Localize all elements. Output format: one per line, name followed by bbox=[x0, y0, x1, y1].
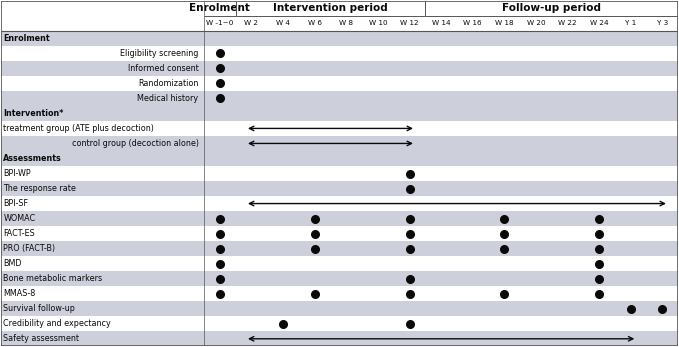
Text: W -1~0: W -1~0 bbox=[206, 20, 234, 26]
Bar bbox=[1, 316, 678, 331]
Text: Randomization: Randomization bbox=[139, 79, 198, 88]
Text: Bone metabolic markers: Bone metabolic markers bbox=[3, 274, 103, 283]
Bar bbox=[1, 181, 678, 196]
Bar bbox=[1, 136, 678, 151]
Text: MMAS-8: MMAS-8 bbox=[3, 289, 36, 298]
Text: W 8: W 8 bbox=[340, 20, 353, 26]
Text: W 16: W 16 bbox=[464, 20, 482, 26]
Text: control group (decoction alone): control group (decoction alone) bbox=[71, 139, 198, 148]
Text: W 14: W 14 bbox=[432, 20, 450, 26]
Text: W 10: W 10 bbox=[369, 20, 387, 26]
Text: W 24: W 24 bbox=[590, 20, 608, 26]
Bar bbox=[1, 211, 678, 226]
Text: W 6: W 6 bbox=[308, 20, 322, 26]
Text: WOMAC: WOMAC bbox=[3, 214, 35, 223]
Bar bbox=[1, 286, 678, 301]
Bar bbox=[1, 76, 678, 91]
Text: W 12: W 12 bbox=[400, 20, 419, 26]
Bar bbox=[1, 91, 678, 106]
Bar bbox=[1, 241, 678, 256]
Text: W 2: W 2 bbox=[244, 20, 259, 26]
Text: Intervention period: Intervention period bbox=[273, 3, 388, 13]
Text: PRO (FACT-B): PRO (FACT-B) bbox=[3, 244, 56, 253]
Text: Enrolment: Enrolment bbox=[189, 3, 251, 13]
Text: W 18: W 18 bbox=[495, 20, 514, 26]
Text: Enrolment: Enrolment bbox=[3, 34, 50, 43]
Bar bbox=[1, 271, 678, 286]
Text: Eligibility screening: Eligibility screening bbox=[120, 49, 198, 58]
Bar bbox=[1, 31, 678, 46]
Text: FACT-ES: FACT-ES bbox=[3, 229, 35, 238]
Text: W 20: W 20 bbox=[527, 20, 545, 26]
Text: Assessments: Assessments bbox=[3, 154, 62, 163]
Text: Informed consent: Informed consent bbox=[128, 64, 198, 73]
Text: Medical history: Medical history bbox=[137, 94, 198, 103]
Text: BPI-WP: BPI-WP bbox=[3, 169, 31, 178]
Text: Safety assessment: Safety assessment bbox=[3, 334, 79, 343]
Text: treatment group (ATE plus decoction): treatment group (ATE plus decoction) bbox=[3, 124, 154, 133]
Bar bbox=[1, 301, 678, 316]
Text: BPI-SF: BPI-SF bbox=[3, 199, 29, 208]
Text: Follow-up period: Follow-up period bbox=[502, 3, 602, 13]
Bar bbox=[1, 106, 678, 121]
Bar bbox=[1, 121, 678, 136]
Bar bbox=[1, 196, 678, 211]
Text: BMD: BMD bbox=[3, 259, 22, 268]
Bar bbox=[1, 166, 678, 181]
Text: Credibility and expectancy: Credibility and expectancy bbox=[3, 319, 111, 328]
Text: The response rate: The response rate bbox=[3, 184, 76, 193]
Bar bbox=[1, 226, 678, 241]
Bar bbox=[1, 151, 678, 166]
Text: W 22: W 22 bbox=[558, 20, 577, 26]
Text: Y 3: Y 3 bbox=[657, 20, 668, 26]
Text: W 4: W 4 bbox=[276, 20, 290, 26]
Bar bbox=[1, 46, 678, 61]
Bar bbox=[1, 256, 678, 271]
Text: Y 1: Y 1 bbox=[625, 20, 636, 26]
Text: Intervention*: Intervention* bbox=[3, 109, 64, 118]
Text: Survival follow-up: Survival follow-up bbox=[3, 304, 75, 313]
Bar bbox=[1, 61, 678, 76]
Bar bbox=[1, 331, 678, 346]
Bar bbox=[1, 1, 678, 31]
